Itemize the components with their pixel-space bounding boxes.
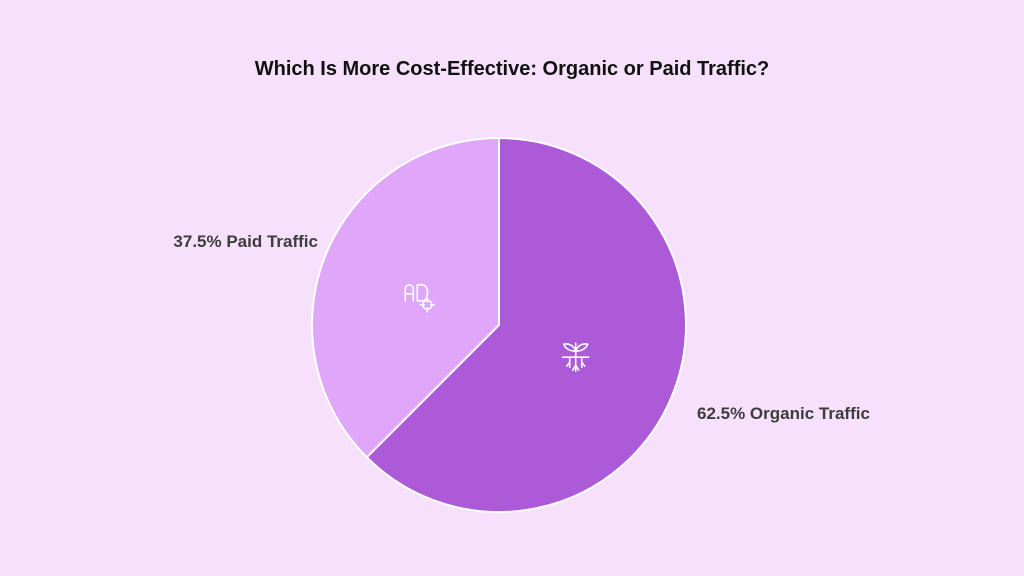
ad-target-icon xyxy=(404,283,436,313)
pie-icons xyxy=(404,283,590,373)
slice-label-organic: 62.5% Organic Traffic xyxy=(697,404,870,423)
sprout-roots-icon xyxy=(561,342,590,373)
slice-label-paid: 37.5% Paid Traffic xyxy=(173,232,318,251)
pie-slices xyxy=(310,136,687,513)
pie-slice-organic xyxy=(365,136,687,513)
chart-title: Which Is More Cost-Effective: Organic or… xyxy=(254,58,770,80)
pie-labels: 62.5% Organic Traffic 37.5% Paid Traffic xyxy=(173,232,869,423)
